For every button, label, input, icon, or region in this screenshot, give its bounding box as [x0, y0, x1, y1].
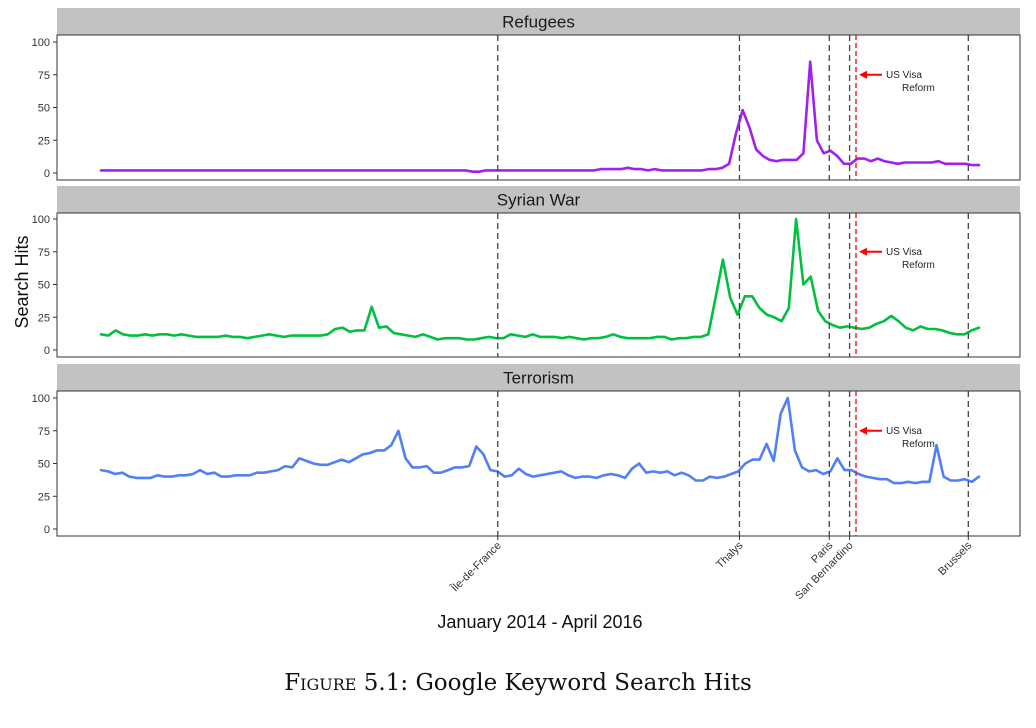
- event-label: Île-de-France: [448, 539, 504, 595]
- annotation-text-line2: Reform: [902, 260, 935, 271]
- y-axis-title: Search Hits: [12, 235, 32, 328]
- y-tick-label: 0: [44, 345, 50, 357]
- visa-reform-annotation: US Visa Reform: [855, 213, 935, 357]
- annotation-arrow-head: [859, 70, 868, 79]
- event-label: Thalys: [714, 539, 746, 571]
- annotation-arrow-head: [859, 247, 868, 256]
- y-tick-label: 75: [38, 247, 50, 259]
- x-axis-title: January 2014 - April 2016: [437, 612, 642, 632]
- facet-strip: [57, 186, 1020, 213]
- visa-reform-annotation: US Visa Reform: [855, 391, 935, 536]
- y-tick-label: 25: [38, 491, 50, 503]
- y-tick-label: 75: [38, 426, 50, 438]
- facet-strip: [57, 364, 1020, 391]
- y-tick-label: 100: [32, 37, 50, 49]
- y-tick-label: 100: [32, 214, 50, 226]
- event-label: Brussels: [936, 539, 975, 578]
- facet-title: Terrorism: [503, 369, 574, 388]
- annotation-text-line2: Reform: [902, 83, 935, 94]
- y-tick-label: 50: [38, 459, 50, 471]
- annotation-text-line1: US Visa: [886, 70, 922, 81]
- annotations: US Visa Reform US Visa Reform US Visa Reform: [855, 35, 935, 536]
- facet-title: Refugees: [502, 13, 575, 32]
- figure-label: Figure 5.1:: [284, 670, 409, 696]
- panel-frame: [56, 34, 1021, 181]
- y-tick-label: 100: [32, 393, 50, 405]
- series-line: [99, 396, 981, 485]
- panel-frame: [56, 212, 1021, 358]
- annotation-arrow-head: [859, 426, 868, 435]
- annotation-text-line2: Reform: [902, 439, 935, 450]
- annotation-text-line1: US Visa: [886, 247, 922, 258]
- y-tick-label: 50: [38, 103, 50, 115]
- facet-title: Syrian War: [497, 191, 581, 210]
- y-tick-label: 0: [44, 168, 50, 180]
- figure-title: Google Keyword Search Hits: [415, 670, 752, 696]
- y-tick-label: 25: [38, 135, 50, 147]
- figure-caption: Figure 5.1: Google Keyword Search Hits: [0, 670, 1036, 696]
- y-tick-label: 0: [44, 524, 50, 536]
- facet-strip: [57, 8, 1020, 35]
- annotation-text-line1: US Visa: [886, 426, 922, 437]
- facet-panel: Syrian War 0 25 50 75 100: [32, 186, 1021, 358]
- y-tick-label: 75: [38, 70, 50, 82]
- series-line: [99, 217, 981, 341]
- series-line: [99, 60, 981, 173]
- visa-reform-annotation: US Visa Reform: [855, 35, 935, 180]
- panel-frame: [56, 390, 1021, 537]
- facet-panel: Refugees 0 25 50 75 100: [32, 8, 1021, 181]
- y-tick-label: 25: [38, 312, 50, 324]
- facet-panel: Terrorism 0 25 50 75 100: [32, 364, 1021, 537]
- y-tick-label: 50: [38, 280, 50, 292]
